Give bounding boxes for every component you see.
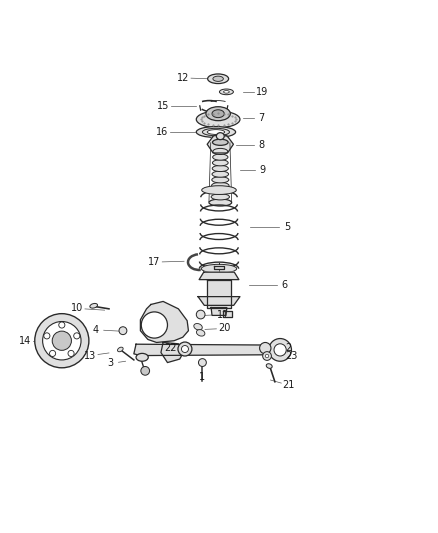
Ellipse shape bbox=[44, 333, 50, 339]
Text: 6: 6 bbox=[282, 280, 288, 290]
Ellipse shape bbox=[212, 110, 224, 118]
Ellipse shape bbox=[209, 199, 232, 206]
Text: 9: 9 bbox=[260, 165, 266, 175]
Text: 15: 15 bbox=[157, 101, 170, 111]
Ellipse shape bbox=[212, 165, 228, 172]
Text: 1: 1 bbox=[199, 372, 205, 382]
Ellipse shape bbox=[202, 185, 236, 195]
Ellipse shape bbox=[223, 91, 229, 93]
Text: 21: 21 bbox=[283, 380, 295, 390]
Ellipse shape bbox=[213, 148, 228, 155]
Text: 3: 3 bbox=[108, 358, 114, 368]
Ellipse shape bbox=[219, 89, 233, 95]
Text: 19: 19 bbox=[256, 87, 268, 97]
Ellipse shape bbox=[263, 352, 272, 360]
Ellipse shape bbox=[141, 367, 150, 375]
Ellipse shape bbox=[196, 310, 205, 319]
Polygon shape bbox=[141, 302, 188, 343]
Text: 7: 7 bbox=[259, 113, 265, 123]
Polygon shape bbox=[134, 344, 279, 356]
Text: 8: 8 bbox=[259, 140, 265, 150]
Ellipse shape bbox=[212, 188, 229, 194]
Ellipse shape bbox=[266, 364, 272, 368]
Ellipse shape bbox=[119, 327, 127, 335]
Ellipse shape bbox=[212, 171, 229, 177]
Polygon shape bbox=[214, 265, 224, 269]
Ellipse shape bbox=[206, 107, 230, 120]
Ellipse shape bbox=[202, 128, 230, 136]
Polygon shape bbox=[223, 311, 232, 317]
Ellipse shape bbox=[213, 154, 228, 160]
Text: 16: 16 bbox=[156, 127, 168, 137]
Ellipse shape bbox=[35, 313, 89, 368]
Ellipse shape bbox=[212, 160, 228, 166]
Text: 10: 10 bbox=[71, 303, 83, 313]
Ellipse shape bbox=[136, 353, 148, 361]
Ellipse shape bbox=[68, 350, 74, 357]
Ellipse shape bbox=[178, 342, 192, 356]
Polygon shape bbox=[198, 297, 240, 305]
Ellipse shape bbox=[74, 333, 80, 339]
Ellipse shape bbox=[208, 74, 229, 84]
Polygon shape bbox=[161, 343, 184, 362]
Ellipse shape bbox=[274, 344, 286, 356]
Ellipse shape bbox=[212, 139, 228, 146]
Polygon shape bbox=[199, 272, 239, 280]
Polygon shape bbox=[207, 138, 233, 153]
Ellipse shape bbox=[59, 322, 65, 328]
Ellipse shape bbox=[196, 126, 236, 138]
Ellipse shape bbox=[49, 350, 56, 357]
Ellipse shape bbox=[198, 359, 206, 367]
Text: 11: 11 bbox=[217, 310, 230, 319]
Text: 22: 22 bbox=[164, 343, 177, 353]
Ellipse shape bbox=[213, 76, 223, 82]
Ellipse shape bbox=[207, 130, 225, 134]
Text: 23: 23 bbox=[285, 351, 297, 360]
Text: 2: 2 bbox=[286, 343, 292, 353]
Ellipse shape bbox=[117, 347, 123, 352]
Ellipse shape bbox=[52, 331, 71, 350]
Ellipse shape bbox=[90, 303, 98, 308]
Text: 5: 5 bbox=[284, 222, 290, 232]
Polygon shape bbox=[211, 308, 227, 316]
Ellipse shape bbox=[196, 329, 205, 336]
Ellipse shape bbox=[196, 111, 240, 128]
Text: 13: 13 bbox=[84, 351, 96, 360]
Ellipse shape bbox=[194, 324, 202, 330]
Polygon shape bbox=[207, 280, 231, 308]
Ellipse shape bbox=[269, 338, 291, 361]
Text: 12: 12 bbox=[177, 73, 189, 83]
Text: 14: 14 bbox=[18, 336, 31, 346]
Ellipse shape bbox=[141, 312, 167, 338]
Ellipse shape bbox=[211, 194, 230, 200]
Text: 17: 17 bbox=[148, 257, 161, 267]
Text: 4: 4 bbox=[93, 325, 99, 335]
Ellipse shape bbox=[42, 321, 81, 360]
Ellipse shape bbox=[212, 182, 229, 189]
Ellipse shape bbox=[212, 177, 229, 183]
Text: 20: 20 bbox=[218, 324, 230, 334]
Ellipse shape bbox=[265, 354, 269, 358]
Ellipse shape bbox=[201, 264, 237, 273]
Ellipse shape bbox=[260, 343, 271, 354]
Ellipse shape bbox=[216, 133, 224, 140]
Ellipse shape bbox=[181, 345, 188, 352]
